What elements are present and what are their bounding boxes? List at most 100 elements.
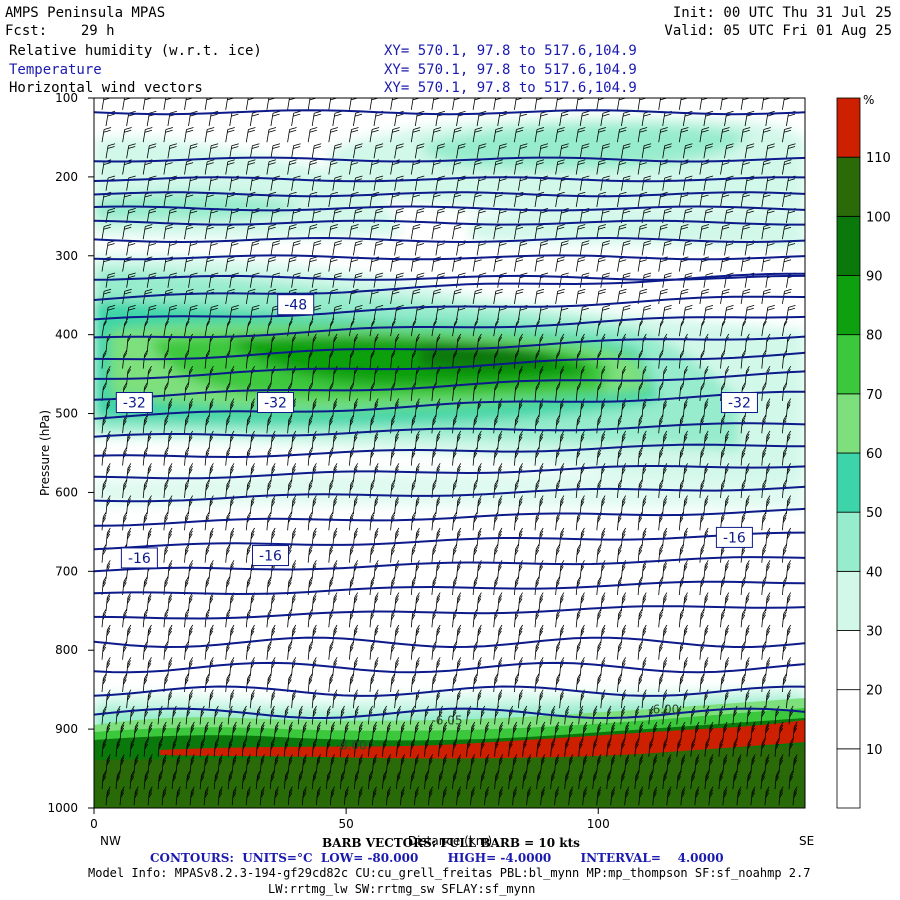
temperature-isotherm [94, 370, 805, 401]
contour-label-box [115, 392, 153, 414]
temperature-isotherm [94, 176, 805, 183]
x-axis-label: Distance (km) [408, 834, 492, 848]
temperature-contour-labels: -48 -32 -32 -32 -16 -16 -16 [115, 294, 758, 569]
temperature-isotherm [94, 485, 805, 503]
contour-label-box [715, 526, 753, 548]
colorbar-level-label: 70 [866, 388, 883, 403]
y-tick-label: 200 [55, 170, 78, 184]
temperature-isotherm [94, 605, 805, 620]
temperature-isotherm [94, 465, 805, 480]
contour-label: -32 [728, 396, 751, 412]
model-info-line1: Model Info: MPASv8.2.3-194-gf29cd82c CU:… [88, 866, 811, 880]
colorbar-level-label: 50 [866, 506, 883, 521]
contour-label: -16 [128, 551, 151, 567]
field-name-temperature: Temperature [9, 62, 102, 78]
temperature-isotherm [94, 191, 805, 198]
x-tick-label: 0 [90, 817, 98, 831]
y-tick-label: 100 [55, 91, 78, 105]
y-axis-label: Pressure (hPa) [38, 410, 52, 496]
colorbar-swatch [836, 570, 861, 631]
humidity-shading [94, 98, 805, 808]
temperature-isotherm [94, 315, 805, 339]
temperature-isotherm [94, 556, 805, 573]
x-tick-label: 50 [338, 817, 353, 831]
temperature-isotherm [94, 335, 805, 361]
colorbar-level-label: 20 [866, 684, 883, 699]
contour-label-box [251, 545, 289, 567]
temperature-isotherm [94, 390, 805, 420]
valid-time: Valid: 05 UTC Fri 01 Aug 25 [664, 23, 892, 39]
colorbar-level-label: 10 [866, 743, 883, 758]
temperature-isotherm [94, 156, 805, 163]
colorbar-swatch [836, 334, 861, 395]
temperature-isotherm [94, 531, 805, 551]
model-info-line2: LW:rrtmg_lw SW:rrtmg_sw SFLAY:sf_mynn [268, 882, 536, 896]
ground-temp-labels: -6.05 -6.00 -8.00 [336, 702, 680, 752]
ground-temp-label: -8.00 [336, 739, 367, 753]
colorbar-swatch [836, 97, 861, 158]
colorbar-swatch [836, 156, 861, 217]
y-tick-label: 400 [55, 328, 78, 342]
colorbar-swatch [836, 630, 861, 691]
temperature-isotherm [94, 685, 805, 697]
temperature-isotherm [94, 109, 805, 116]
temperature-isotherm [94, 707, 805, 720]
colorbar-swatch [836, 275, 861, 336]
temperature-isotherm [94, 236, 805, 244]
ground-temp-label: -6.05 [431, 713, 462, 727]
colorbar-swatch [836, 511, 861, 572]
y-tick-label: 1000 [47, 801, 78, 815]
init-time: Init: 00 UTC Thu 31 Jul 25 [672, 5, 892, 21]
contour-label-box [720, 392, 758, 414]
temperature-isotherm [94, 507, 805, 527]
contour-label: -16 [259, 549, 282, 565]
contour-label: -16 [723, 530, 746, 546]
x-tick-label: 100 [587, 817, 610, 831]
field-name-rh: Relative humidity (w.r.t. ice) [9, 43, 262, 59]
forecast-hour: Fcst: 29 h [5, 23, 115, 39]
field-xy-rh: XY= 570.1, 97.8 to 517.6,104.9 [384, 43, 637, 59]
barb-vectors-note: BARB VECTORS: FULL BARB = 10 kts [322, 836, 580, 850]
model-title: AMPS Peninsula MPAS [5, 5, 166, 21]
contour-label-box [120, 547, 158, 569]
colorbar-swatch [836, 748, 861, 809]
colorbar-swatch [836, 393, 861, 454]
colorbar-level-label: 110 [866, 151, 891, 166]
contour-label-box [277, 294, 315, 316]
colorbar-unit: % [863, 93, 874, 107]
colorbar-swatch [836, 452, 861, 513]
plot-frame [93, 97, 806, 809]
temperature-isotherm [94, 636, 805, 649]
nw-end-label: NW [100, 834, 121, 848]
colorbar-legend: 10 20 30 40 50 60 70 80 90 100 110% [836, 93, 891, 809]
y-tick-label: 600 [55, 485, 78, 499]
y-tick-label: 900 [55, 722, 78, 736]
colorbar-level-label: 30 [866, 625, 883, 640]
y-tick-label: 700 [55, 564, 78, 578]
colorbar-level-label: 100 [866, 210, 891, 225]
temperature-isotherm [94, 254, 805, 261]
temperature-isotherm [94, 219, 805, 226]
temperature-isotherm [94, 295, 805, 321]
temperature-isotherm [94, 661, 805, 674]
axes: 100 200 300 400 500 600 700 800 900 1000 0 50 100 [47, 91, 609, 831]
temperature-isotherm [94, 580, 805, 596]
temperature-isotherm [94, 422, 805, 438]
contours-info: CONTOURS: UNITS=°C LOW= -80.000 HIGH= -4… [150, 851, 724, 865]
temperature-isotherm [94, 443, 805, 459]
colorbar-level-label: 80 [866, 329, 883, 344]
field-xy-wind: XY= 570.1, 97.8 to 517.6,104.9 [384, 80, 637, 96]
se-end-label: SE [799, 834, 814, 848]
temperature-isotherm [94, 351, 805, 380]
ground-temp-label: -6.00 [648, 702, 679, 716]
y-tick-label: 800 [55, 643, 78, 657]
field-xy-temperature: XY= 570.1, 97.8 to 517.6,104.9 [384, 62, 637, 78]
contour-label: -32 [264, 396, 287, 412]
colorbar-swatch [836, 215, 861, 276]
temperature-isotherm [94, 272, 805, 301]
contour-label: -32 [123, 396, 146, 412]
contour-label-box [257, 392, 295, 414]
colorbar-level-label: 90 [866, 270, 883, 285]
temperature-contours [94, 109, 805, 720]
